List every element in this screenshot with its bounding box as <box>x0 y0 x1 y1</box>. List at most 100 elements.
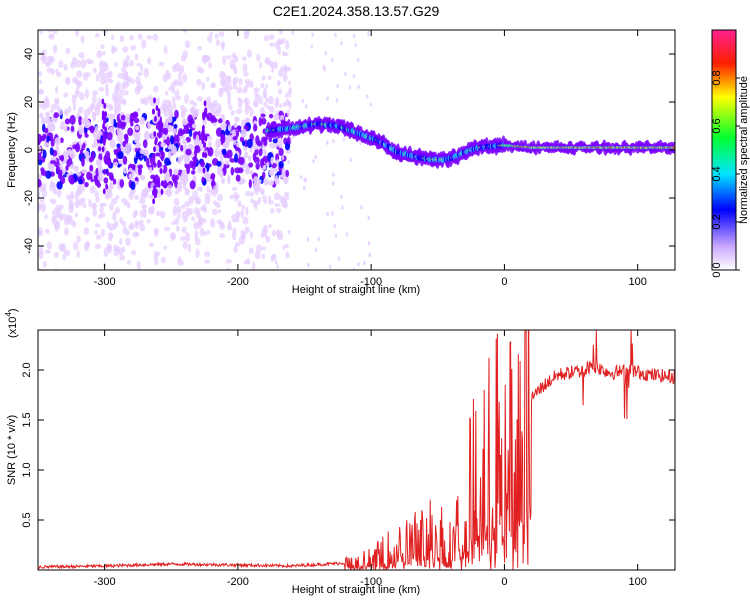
heatmap-cell <box>97 146 102 152</box>
heatmap-cell <box>174 174 179 181</box>
heatmap-cell <box>55 68 59 74</box>
heatmap-cell <box>202 132 206 139</box>
heatmap-cell <box>174 109 179 119</box>
heatmap-cell <box>102 188 106 195</box>
heatmap-cell <box>179 236 186 241</box>
heatmap-cell <box>108 172 114 181</box>
heatmap-cell <box>117 72 124 79</box>
heatmap-cell <box>211 117 218 123</box>
heatmap-cell <box>44 214 48 220</box>
heatmap-cell <box>91 111 96 118</box>
heatmap-cell <box>188 144 193 150</box>
heatmap-cell <box>115 82 120 92</box>
heatmap-cell <box>222 75 229 82</box>
heatmap-cell <box>100 228 106 237</box>
heatmap-cell <box>277 82 280 87</box>
heatmap-cell <box>231 186 238 192</box>
heatmap-cell <box>265 84 269 89</box>
heatmap-cell <box>123 90 129 96</box>
heatmap-cell <box>226 149 233 159</box>
heatmap-cell <box>65 194 71 200</box>
heatmap-cell <box>267 236 271 241</box>
heatmap-cell <box>174 217 180 225</box>
heatmap-cell <box>270 62 275 70</box>
heatmap-cell <box>252 200 257 208</box>
heatmap-cell <box>128 224 134 230</box>
snr-line-layer <box>38 330 675 570</box>
heatmap-cell <box>260 246 267 251</box>
heatmap-cell <box>121 67 127 73</box>
heatmap-cell <box>216 194 224 202</box>
heatmap-cell <box>344 71 347 76</box>
heatmap-cell <box>90 202 97 210</box>
heatmap-cell <box>363 260 366 266</box>
snr-panel: -300 -200 -100 0 100 0.5 1.0 1.5 2.0 Height of … <box>4 308 676 596</box>
heatmap-cell <box>127 259 131 266</box>
heatmap-cell <box>185 189 190 195</box>
heatmap-cell <box>227 96 232 106</box>
heatmap-cell <box>253 120 258 126</box>
heatmap-cell <box>168 86 173 92</box>
heatmap-cell <box>269 142 276 149</box>
snr-x-tick-label: 100 <box>629 576 647 588</box>
spectrogram-x-tick-label: -100 <box>360 276 382 288</box>
heatmap-cell <box>283 191 290 197</box>
heatmap-cell <box>314 154 317 160</box>
snr-y-tick-label: 2.0 <box>21 362 33 377</box>
heatmap-cell <box>340 40 343 46</box>
heatmap-cell <box>215 201 221 209</box>
heatmap-cell <box>154 115 157 122</box>
heatmap-cell <box>110 34 115 41</box>
heatmap-cell <box>260 82 265 89</box>
heatmap-cell <box>81 197 86 204</box>
heatmap-cell <box>196 78 202 87</box>
heatmap-cell <box>85 72 91 77</box>
heatmap-cell <box>191 123 197 129</box>
heatmap-cell <box>367 30 371 33</box>
heatmap-cell <box>154 256 159 266</box>
heatmap-cell <box>231 129 237 138</box>
heatmap-cell <box>276 264 279 269</box>
heatmap-cell <box>71 94 76 99</box>
heatmap-cell <box>185 148 192 156</box>
heatmap-cell <box>44 228 50 234</box>
heatmap-cell <box>94 243 101 250</box>
heatmap-cell <box>45 117 51 125</box>
heatmap-cell <box>119 179 125 188</box>
heatmap-cell <box>95 159 102 166</box>
heatmap-cell <box>57 107 64 116</box>
heatmap-cell <box>178 275 184 280</box>
heatmap-cell <box>139 116 145 125</box>
heatmap-cell <box>208 62 213 70</box>
heatmap-cell <box>172 102 177 112</box>
heatmap-cell <box>173 79 179 85</box>
heatmap-cell <box>672 146 675 149</box>
heatmap-cell <box>40 117 47 125</box>
heatmap-cell <box>120 114 126 121</box>
heatmap-cell <box>83 227 89 235</box>
heatmap-cell <box>98 86 105 92</box>
heatmap-cell <box>305 104 308 109</box>
heatmap-cell <box>83 108 90 118</box>
heatmap-cell <box>170 233 176 239</box>
heatmap-cell <box>303 177 307 183</box>
heatmap-cell <box>97 173 104 182</box>
heatmap-cell <box>92 206 98 217</box>
heatmap-cell <box>212 185 219 194</box>
heatmap-cell <box>45 111 50 119</box>
heatmap-cell <box>220 80 226 86</box>
heatmap-cell <box>167 124 173 131</box>
heatmap-cell <box>175 225 180 232</box>
heatmap-cell <box>137 107 141 113</box>
heatmap-cell <box>182 241 188 250</box>
snr-y-tick-label: 0.5 <box>21 512 33 527</box>
heatmap-cell <box>172 116 177 122</box>
heatmap-cell <box>232 227 237 234</box>
heatmap-cell <box>201 218 207 224</box>
heatmap-cell <box>180 54 187 62</box>
heatmap-cell <box>78 91 85 101</box>
heatmap-cell <box>195 134 200 145</box>
heatmap-cell <box>273 192 281 201</box>
heatmap-cell <box>277 171 282 176</box>
heatmap-cell <box>233 66 238 75</box>
